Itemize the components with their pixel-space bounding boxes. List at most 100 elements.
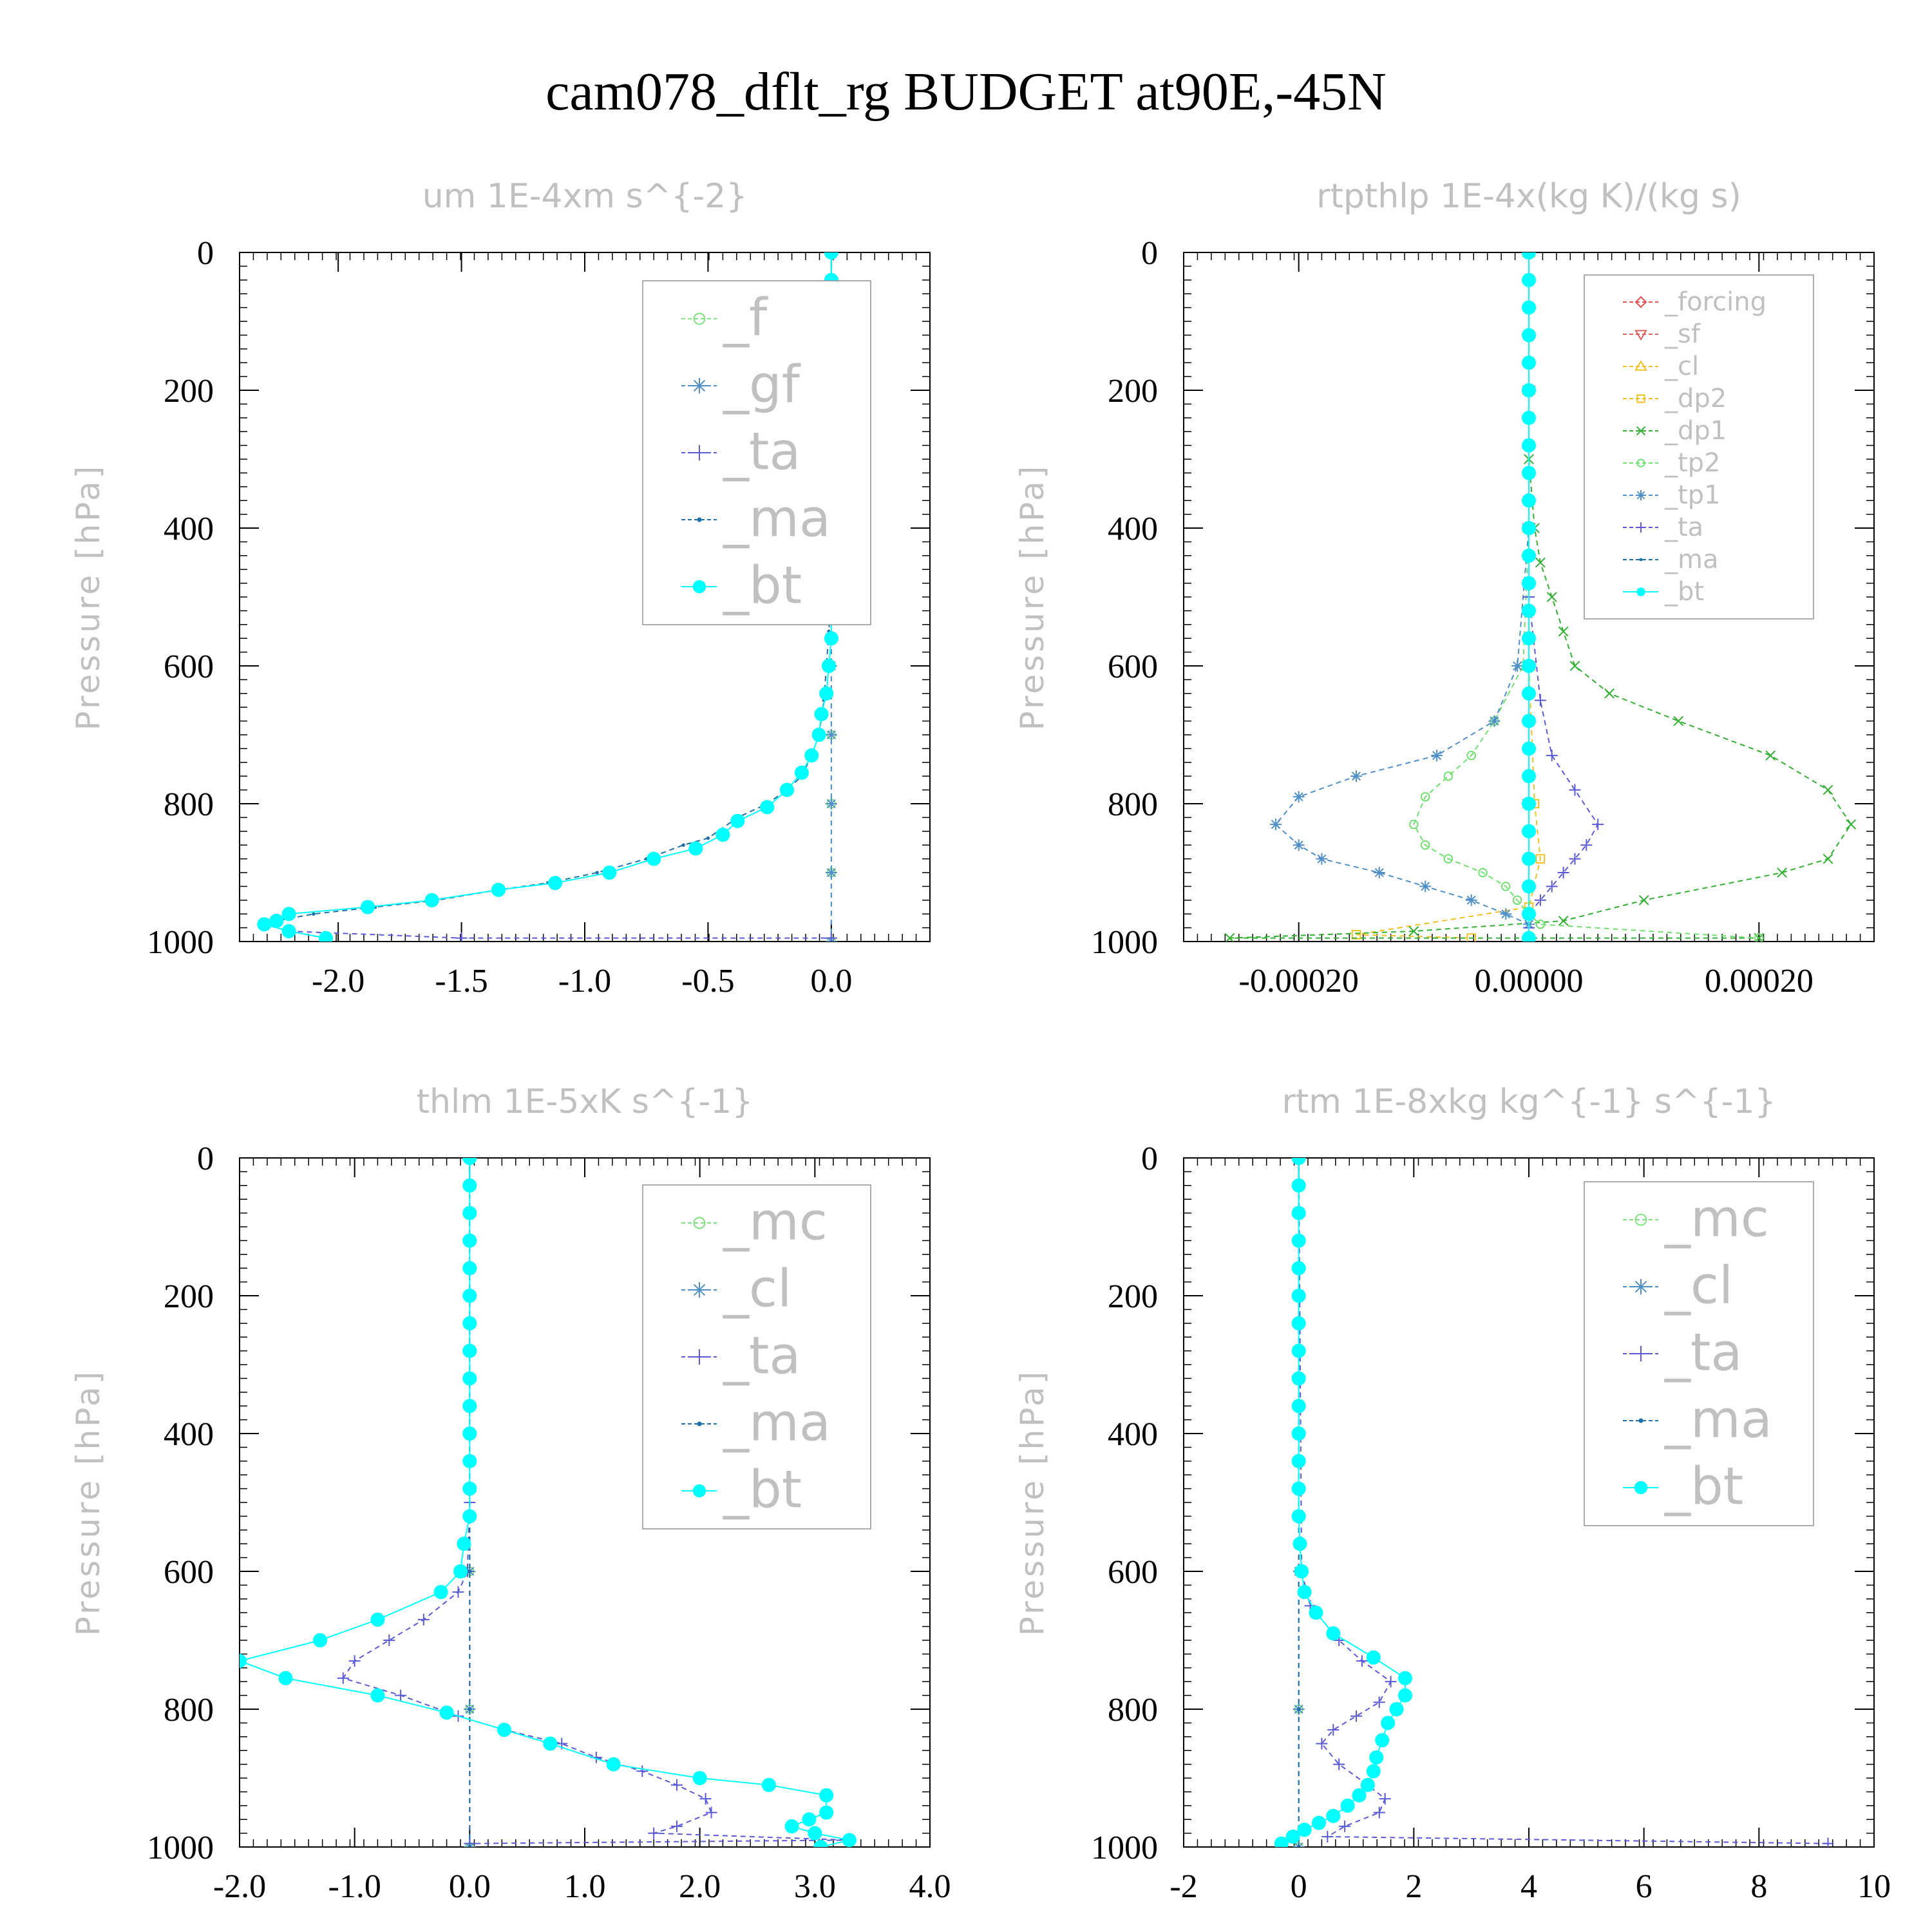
panel-title: rtpthlp 1E-4x(kg K)/(kg s) (1316, 177, 1741, 216)
y-axis-label: Pressure [hPa] (1014, 464, 1051, 731)
data-point (1297, 1585, 1312, 1600)
data-point (1521, 741, 1537, 756)
y-tick-label: 400 (1108, 1416, 1158, 1453)
data-point (819, 1805, 834, 1820)
data-point (491, 882, 506, 897)
legend-label: _cl (1664, 1256, 1733, 1316)
y-tick-label: 1000 (1091, 1830, 1158, 1866)
data-point (1521, 907, 1537, 922)
data-point (455, 932, 468, 942)
legend-marker (1636, 426, 1646, 436)
y-tick-label: 0 (1141, 1141, 1158, 1177)
data-point (730, 813, 745, 828)
data-point (1580, 839, 1593, 851)
data-point (1366, 1650, 1381, 1665)
data-point (497, 1723, 511, 1738)
data-point (361, 900, 375, 914)
data-point (1512, 895, 1522, 905)
panel-title: um 1E-4xm s^{-2} (422, 177, 748, 216)
x-tick-label: 2 (1405, 1868, 1422, 1905)
data-point (808, 1826, 822, 1841)
data-point (606, 1757, 621, 1772)
data-point (1521, 824, 1537, 838)
data-point (1822, 1837, 1834, 1847)
legend-marker (1639, 558, 1643, 562)
x-tick-label: 0.0 (810, 963, 852, 999)
data-point (1224, 933, 1235, 942)
data-point (670, 1779, 683, 1791)
legend-marker (1638, 1418, 1643, 1423)
y-tick-label: 0 (197, 235, 214, 272)
legend-marker (1634, 296, 1647, 308)
data-point (1604, 688, 1615, 699)
data-point (1291, 1509, 1306, 1524)
data-point (1294, 1564, 1309, 1579)
minor-ticks (1184, 1158, 1874, 1847)
y-tick-label: 800 (164, 786, 214, 823)
data-point (462, 1206, 477, 1220)
data-point (462, 1178, 477, 1193)
x-tick-label: 0 (1291, 1868, 1307, 1905)
data-point (821, 658, 837, 674)
data-point (1409, 819, 1419, 829)
y-tick-label: 800 (1108, 786, 1158, 823)
legend-label: _ta (723, 422, 800, 482)
data-point (468, 1569, 472, 1573)
legend-box (1584, 1181, 1814, 1526)
data-point (462, 1509, 477, 1524)
data-point (433, 1585, 448, 1600)
data-point (312, 912, 316, 916)
data-point (417, 1613, 430, 1625)
data-point (1673, 715, 1684, 726)
legend-label: _dp1 (1664, 416, 1727, 446)
data-point (1291, 1454, 1306, 1468)
legend-marker (692, 445, 707, 460)
series-group (1274, 1158, 1834, 1847)
series-group (1224, 252, 1857, 942)
data-point (1333, 1758, 1345, 1770)
data-point (1521, 300, 1537, 315)
data-point (1293, 791, 1305, 803)
y-tick-label: 1000 (147, 1830, 214, 1866)
data-point (699, 1793, 712, 1805)
chart-panel-3: thlm 1E-5xK s^{-1} Pressure [hPa] 0 200 400 6… (70, 1083, 951, 1905)
data-point (819, 1788, 834, 1803)
data-point (824, 631, 838, 646)
y-tick-label: 800 (164, 1692, 214, 1728)
data-point (825, 729, 837, 741)
data-point (802, 1812, 817, 1827)
data-point (281, 923, 296, 938)
x-tick-label: -0.00020 (1239, 963, 1359, 999)
data-point (1326, 1808, 1341, 1823)
data-point (825, 867, 837, 878)
data-point (1521, 328, 1537, 343)
data-point (1356, 1655, 1368, 1667)
chart-panel-4: rtm 1E-8xkg kg^{-1} s^{-1} Pressure [hPa]… (1014, 1083, 1891, 1905)
data-point (811, 727, 826, 743)
data-point (1592, 819, 1604, 831)
panels-container: um 1E-4xm s^{-2}Pressure [hPa]0200400600… (70, 177, 1891, 1905)
x-tick-label: -1.5 (435, 963, 488, 999)
panel-title: rtm 1E-8xkg kg^{-1} s^{-1} (1282, 1083, 1776, 1121)
data-point (1291, 1481, 1306, 1496)
data-point (281, 907, 296, 922)
data-point (468, 1707, 472, 1711)
data-point (457, 1537, 471, 1551)
data-point (1558, 915, 1569, 926)
data-point (1350, 1710, 1362, 1722)
data-point (761, 1777, 776, 1792)
data-point (1501, 882, 1511, 891)
data-point (1296, 1707, 1301, 1711)
data-point (1408, 926, 1419, 936)
y-tick-label: 1000 (1091, 924, 1158, 961)
legend-label: _bt (1664, 1457, 1743, 1517)
data-point (1488, 715, 1501, 727)
data-point (1777, 867, 1787, 878)
data-point (1765, 750, 1776, 761)
x-tick-label: 0.00020 (1705, 963, 1814, 999)
legend-marker (1636, 394, 1645, 403)
data-point (1500, 908, 1512, 920)
data-point (424, 893, 439, 907)
data-point (453, 1564, 468, 1579)
